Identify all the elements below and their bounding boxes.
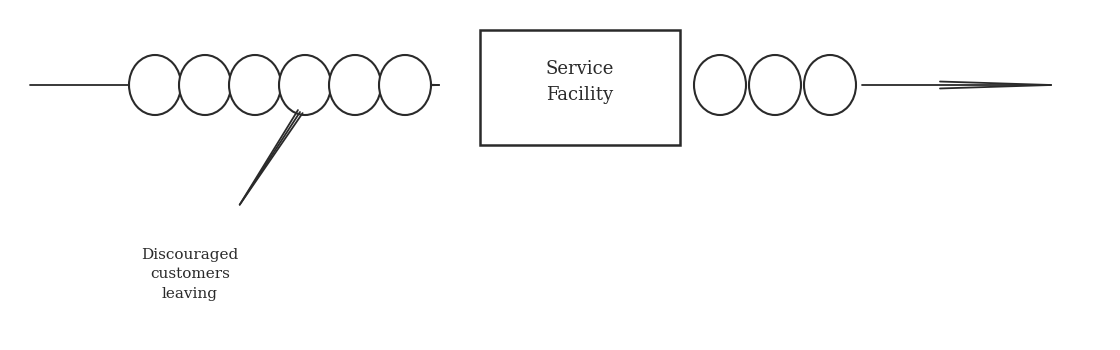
Ellipse shape — [804, 55, 856, 115]
Ellipse shape — [379, 55, 431, 115]
Text: Discouraged
customers
leaving: Discouraged customers leaving — [141, 248, 239, 301]
Ellipse shape — [279, 55, 332, 115]
Ellipse shape — [329, 55, 381, 115]
Ellipse shape — [694, 55, 746, 115]
Ellipse shape — [129, 55, 181, 115]
Ellipse shape — [749, 55, 801, 115]
Ellipse shape — [228, 55, 281, 115]
Bar — [480, 30, 680, 145]
Text: Service
Facility: Service Facility — [545, 61, 614, 104]
Ellipse shape — [179, 55, 231, 115]
